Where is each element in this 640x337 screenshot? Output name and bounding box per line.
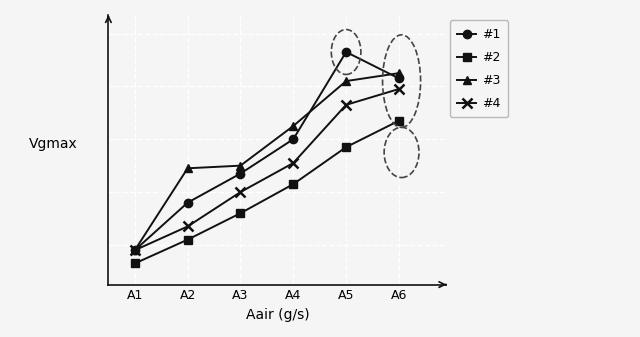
#2 bbox=[237, 211, 244, 215]
#1 bbox=[289, 137, 297, 141]
#2 bbox=[342, 145, 350, 149]
#2 bbox=[395, 119, 403, 123]
#1 bbox=[395, 76, 403, 81]
#3 bbox=[237, 164, 244, 168]
#3 bbox=[342, 79, 350, 83]
#1 bbox=[342, 50, 350, 54]
#3 bbox=[131, 248, 139, 252]
#4 bbox=[289, 161, 297, 165]
#3 bbox=[184, 166, 191, 170]
Line: #2: #2 bbox=[131, 117, 403, 268]
Line: #1: #1 bbox=[131, 48, 403, 254]
#1 bbox=[131, 248, 139, 252]
#4 bbox=[184, 224, 191, 228]
#4 bbox=[237, 190, 244, 194]
#4 bbox=[342, 103, 350, 107]
#3 bbox=[289, 124, 297, 128]
Legend: #1, #2, #3, #4: #1, #2, #3, #4 bbox=[450, 21, 508, 117]
#4 bbox=[395, 87, 403, 91]
#2 bbox=[289, 182, 297, 186]
#1 bbox=[237, 172, 244, 176]
Line: #3: #3 bbox=[131, 69, 403, 254]
#2 bbox=[184, 238, 191, 242]
Line: #4: #4 bbox=[130, 84, 404, 255]
X-axis label: Aair (g/s): Aair (g/s) bbox=[246, 308, 309, 322]
#2 bbox=[131, 262, 139, 266]
#3 bbox=[395, 71, 403, 75]
#4 bbox=[131, 248, 139, 252]
Text: Vgmax: Vgmax bbox=[29, 137, 78, 151]
#1 bbox=[184, 201, 191, 205]
